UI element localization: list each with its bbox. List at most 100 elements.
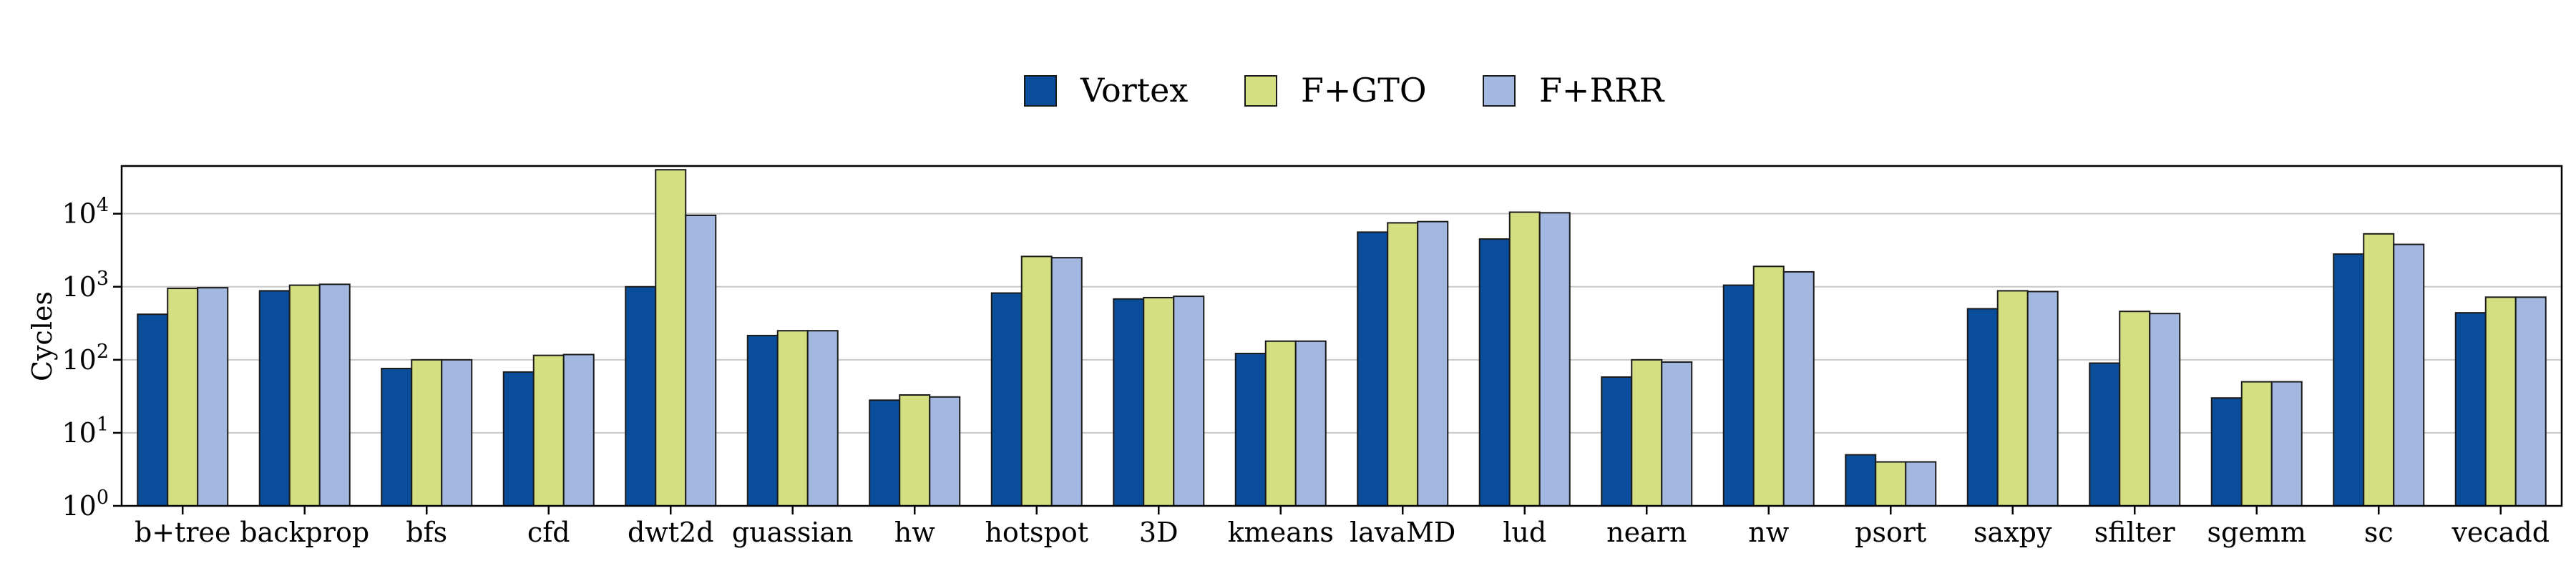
bar: [1508, 211, 1541, 507]
bar: [562, 353, 595, 507]
bar: [1905, 461, 1937, 507]
bar: [1538, 212, 1571, 507]
bar: [258, 290, 291, 507]
bar: [625, 285, 657, 507]
bar: [655, 169, 687, 507]
x-tick-label: b+tree: [135, 517, 231, 548]
bar: [1294, 340, 1327, 507]
bar: [2210, 397, 2243, 507]
bar: [318, 283, 351, 507]
bar: [1357, 231, 1389, 507]
bar: [1601, 376, 1633, 507]
bar: [2240, 381, 2273, 507]
bar: [2333, 253, 2365, 507]
bar: [1050, 257, 1083, 507]
bar: [167, 288, 199, 507]
bar: [2149, 313, 2181, 507]
bar: [1631, 358, 1663, 507]
bar: [137, 313, 169, 507]
bar: [381, 368, 413, 507]
x-tick-label: backprop: [240, 517, 369, 548]
bar: [2484, 296, 2517, 507]
y-axis-label: Cycles: [26, 291, 58, 381]
y-tick-label: 100: [62, 487, 109, 522]
x-tick-label: bfs: [406, 517, 447, 548]
bars: [137, 169, 2547, 507]
bar: [1113, 298, 1145, 507]
x-tick-label: nw: [1748, 517, 1789, 548]
x-tick-label: vecadd: [2451, 517, 2550, 548]
legend: Vortex F+GTO F+RRR: [1024, 71, 1665, 109]
bar: [1264, 340, 1297, 507]
grid-lines: [122, 213, 2562, 434]
legend-swatch: [1024, 75, 1057, 107]
x-tick-label: sgemm: [2207, 517, 2306, 548]
bar: [1996, 290, 2029, 507]
bar: [441, 358, 473, 507]
x-tick-label: kmeans: [1228, 517, 1334, 548]
y-tick-label: 101: [62, 414, 109, 449]
bar: [2089, 362, 2121, 507]
legend-label: Vortex: [1080, 71, 1188, 109]
bar: [1782, 270, 1815, 507]
x-tick-label: lavaMD: [1350, 517, 1455, 548]
x-tick-label: hotspot: [985, 517, 1088, 548]
legend-label: F+GTO: [1301, 71, 1427, 109]
bar: [1478, 238, 1511, 507]
legend-label: F+RRR: [1539, 71, 1665, 109]
x-tick-label: saxpy: [1974, 517, 2052, 548]
bar: [1722, 284, 1755, 507]
bar: [1173, 296, 1205, 507]
bar: [1966, 308, 1999, 507]
y-tick-label: 104: [62, 195, 109, 230]
bar: [288, 284, 321, 507]
x-tick-label: sc: [2364, 517, 2394, 548]
bar: [2026, 291, 2059, 507]
bar: [2270, 381, 2303, 507]
bar: [2393, 243, 2425, 507]
bar: [1417, 220, 1449, 507]
plot-frame: [120, 165, 2563, 507]
bar: [1661, 361, 1693, 507]
bar: [532, 354, 565, 507]
bar: [990, 292, 1023, 507]
bar: [411, 358, 443, 507]
bar: [746, 334, 779, 507]
x-tick-label: hw: [894, 517, 935, 548]
bar: [806, 330, 839, 507]
x-axis: b+tree backprop bfs cfd dwt2d guassian hw hotsp…: [135, 506, 2550, 548]
bar: [1752, 265, 1785, 507]
bar: [2119, 311, 2151, 507]
x-tick-label: nearn: [1606, 517, 1687, 548]
bar: [1234, 353, 1267, 507]
x-tick-label: 3D: [1139, 517, 1179, 548]
x-tick-label: guassian: [732, 517, 854, 548]
bar: [1143, 296, 1175, 507]
bar: [929, 396, 961, 507]
y-axis: 100 101 102 103 104: [62, 195, 122, 522]
bar: [776, 330, 809, 507]
bar: [685, 214, 717, 507]
y-tick-label: 102: [62, 341, 109, 376]
legend-swatch: [1483, 75, 1516, 107]
x-tick-label: cfd: [527, 517, 570, 548]
bar: [899, 394, 931, 507]
legend-swatch: [1244, 75, 1277, 107]
x-tick-label: psort: [1855, 517, 1926, 548]
x-tick-label: sfilter: [2094, 517, 2176, 548]
x-tick-label: dwt2d: [628, 517, 714, 548]
bar: [502, 371, 535, 507]
bar: [197, 287, 229, 507]
bar: [2454, 312, 2487, 507]
bar: [1845, 454, 1877, 507]
y-tick-label: 103: [62, 268, 109, 303]
bar: [1875, 461, 1907, 507]
bar: [1387, 222, 1419, 507]
bar: [869, 399, 901, 507]
bar: [1020, 255, 1053, 507]
bar: [2363, 233, 2395, 507]
bar: [2514, 296, 2547, 507]
x-tick-label: lud: [1503, 517, 1546, 548]
